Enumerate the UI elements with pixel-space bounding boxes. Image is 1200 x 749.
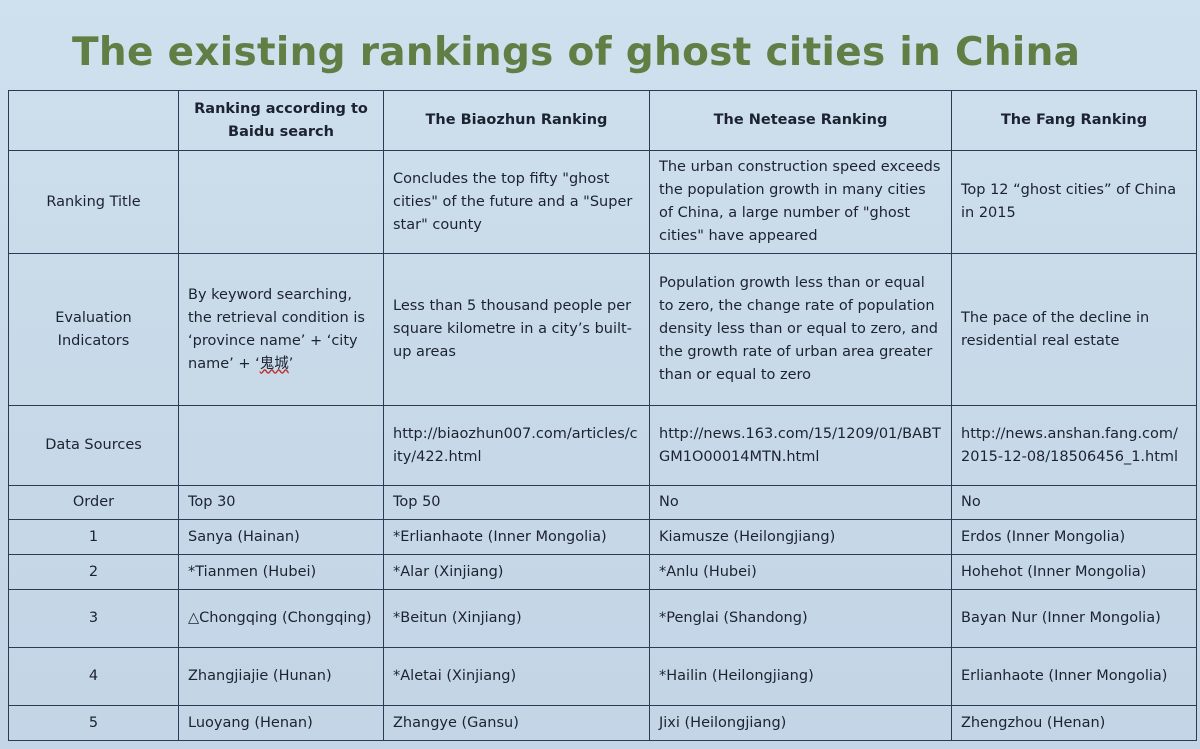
table-row: 3 △Chongqing (Chongqing) *Beitun (Xinjia… [8, 589, 1197, 648]
evaluation-baidu-cjk: 鬼城 [259, 355, 289, 372]
header-baidu: Ranking according to Baidu search [178, 90, 384, 151]
header-fang: The Fang Ranking [951, 90, 1197, 151]
netease-city: *Penglai (Shandong) [649, 589, 952, 648]
ranking-title-biaozhun: Concludes the top fifty "ghost cities" o… [383, 150, 650, 254]
ranking-title-row: Ranking Title Concludes the top fifty "g… [8, 150, 1197, 254]
order-baidu: Top 30 [178, 485, 384, 520]
ranking-title-fang: Top 12 “ghost cities” of China in 2015 [951, 150, 1197, 254]
netease-city: Jixi (Heilongjiang) [649, 705, 952, 741]
baidu-city: Zhangjiajie (Hunan) [178, 647, 384, 706]
fang-city: Zhengzhou (Henan) [951, 705, 1197, 741]
sources-fang: http://news.anshan.fang.com/2015-12-08/1… [951, 405, 1197, 486]
netease-city: *Anlu (Hubei) [649, 554, 952, 590]
header-netease: The Netease Ranking [649, 90, 952, 151]
rank-number: 4 [8, 647, 179, 706]
biaozhun-city: *Beitun (Xinjiang) [383, 589, 650, 648]
slide-title: The existing rankings of ghost cities in… [72, 30, 1081, 75]
row-label-ranking-title: Ranking Title [8, 150, 179, 254]
row-label-evaluation: Evaluation Indicators [8, 253, 179, 406]
fang-city: Erlianhaote (Inner Mongolia) [951, 647, 1197, 706]
sources-row: Data Sources http://biaozhun007.com/arti… [8, 405, 1197, 486]
evaluation-baidu-end: ’ [288, 355, 294, 372]
baidu-city: Luoyang (Henan) [178, 705, 384, 741]
netease-city: *Hailin (Heilongjiang) [649, 647, 952, 706]
row-label-order: Order [8, 485, 179, 520]
fang-city: Bayan Nur (Inner Mongolia) [951, 589, 1197, 648]
rank-number: 5 [8, 705, 179, 741]
sources-baidu [178, 405, 384, 486]
evaluation-baidu-text: By keyword searching, the retrieval cond… [188, 286, 365, 372]
biaozhun-city: *Erlianhaote (Inner Mongolia) [383, 519, 650, 555]
table-row: 5 Luoyang (Henan) Zhangye (Gansu) Jixi (… [8, 705, 1197, 741]
fang-city: Hohehot (Inner Mongolia) [951, 554, 1197, 590]
sources-biaozhun: http://biaozhun007.com/articles/city/422… [383, 405, 650, 486]
rank-number: 1 [8, 519, 179, 555]
order-netease: No [649, 485, 952, 520]
netease-city: Kiamusze (Heilongjiang) [649, 519, 952, 555]
evaluation-netease: Population growth less than or equal to … [649, 253, 952, 406]
fang-city: Erdos (Inner Mongolia) [951, 519, 1197, 555]
baidu-city: △Chongqing (Chongqing) [178, 589, 384, 648]
baidu-city: Sanya (Hainan) [178, 519, 384, 555]
header-empty-cell [8, 90, 179, 151]
ranking-title-baidu [178, 150, 384, 254]
rank-number: 2 [8, 554, 179, 590]
order-biaozhun: Top 50 [383, 485, 650, 520]
sources-netease: http://news.163.com/15/1209/01/BABTGM1O0… [649, 405, 952, 486]
evaluation-row: Evaluation Indicators By keyword searchi… [8, 253, 1197, 406]
biaozhun-city: Zhangye (Gansu) [383, 705, 650, 741]
biaozhun-city: *Alar (Xinjiang) [383, 554, 650, 590]
header-biaozhun: The Biaozhun Ranking [383, 90, 650, 151]
evaluation-biaozhun: Less than 5 thousand people per square k… [383, 253, 650, 406]
evaluation-baidu: By keyword searching, the retrieval cond… [178, 253, 384, 406]
table-row: 2 *Tianmen (Hubei) *Alar (Xinjiang) *Anl… [8, 554, 1197, 590]
rankings-table: Ranking according to Baidu search The Bi… [8, 90, 1197, 741]
order-row: Order Top 30 Top 50 No No [8, 485, 1197, 520]
table-row: 4 Zhangjiajie (Hunan) *Aletai (Xinjiang)… [8, 647, 1197, 706]
biaozhun-city: *Aletai (Xinjiang) [383, 647, 650, 706]
row-label-sources: Data Sources [8, 405, 179, 486]
evaluation-fang: The pace of the decline in residential r… [951, 253, 1197, 406]
order-fang: No [951, 485, 1197, 520]
baidu-city: *Tianmen (Hubei) [178, 554, 384, 590]
rank-number: 3 [8, 589, 179, 648]
header-row: Ranking according to Baidu search The Bi… [8, 90, 1197, 151]
ranking-title-netease: The urban construction speed exceeds the… [649, 150, 952, 254]
table-row: 1 Sanya (Hainan) *Erlianhaote (Inner Mon… [8, 519, 1197, 555]
